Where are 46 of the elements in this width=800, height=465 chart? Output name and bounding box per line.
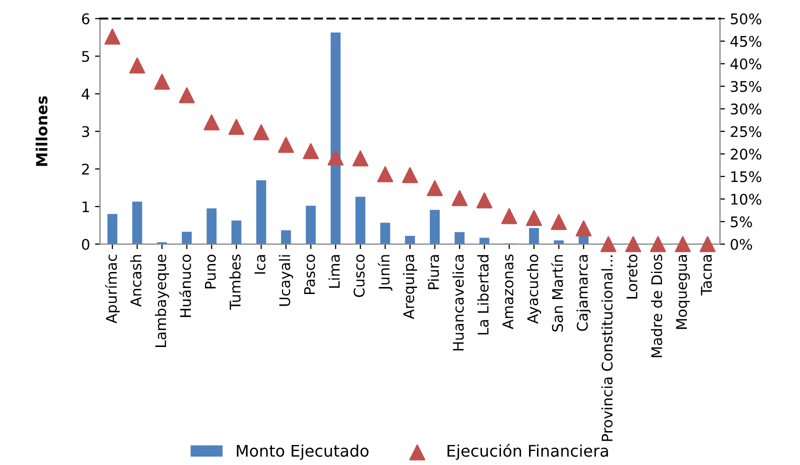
x-tick-label: Cusco (354, 254, 365, 297)
x-tick-label: Ucayali (278, 255, 294, 306)
y2-tick-label: 30% (730, 104, 762, 115)
x-tick-label: La Libertad (477, 255, 489, 334)
y-tick-label: 1 (82, 201, 89, 212)
x-tick-label: Ica (254, 255, 266, 274)
x-tick-label: Apurímac (105, 254, 120, 324)
x-tick-label: Lambayeque (154, 254, 170, 347)
y-tick-label: 4 (82, 88, 90, 100)
x-tick-label: Lima (328, 255, 340, 288)
y2-tick-label: 10% (731, 194, 762, 205)
x-tick-label: Moquegua (676, 255, 690, 329)
x-tick-label: Ayacucho (526, 254, 542, 324)
x-tick-label: Loreto (626, 254, 638, 298)
y2-tick-label: 50% (730, 13, 762, 24)
x-tick-label: Huancavelica (452, 255, 464, 350)
x-tick-label: Provincia Constitucional... (601, 255, 613, 441)
y-tick-label: 6 (82, 13, 90, 24)
x-tick-label: Junín (378, 255, 392, 291)
x-tick-label: Ancash (130, 255, 142, 307)
x-tick-label: Tacna (700, 255, 712, 296)
x-tick-label: San Martín (551, 255, 564, 332)
y-tick-label: 5 (82, 51, 90, 62)
x-tick-label: Amazonas (502, 254, 514, 330)
x-tick-label: Piura (428, 255, 440, 290)
y2-tick-label: 15% (731, 171, 762, 182)
legend-label: Ejecución Financiera (448, 444, 608, 460)
y-tick-label: 2 (82, 164, 89, 174)
x-tick-label: Pasco (304, 254, 316, 294)
x-tick-label: Madre de Dios (650, 254, 662, 358)
y2-tick-label: 5% (730, 216, 752, 228)
y2-tick-label: 20% (730, 148, 762, 160)
x-tick-label: Huánuco (179, 254, 192, 317)
y2-tick-label: 40% (730, 58, 762, 70)
x-tick-label: Tumbes (229, 254, 241, 310)
x-tick-label: Puno (204, 254, 216, 288)
legend-label: Monto Ejecutado (236, 444, 368, 460)
y-tick-label: 0 (82, 238, 90, 250)
y2-tick-label: 35% (730, 80, 762, 92)
y2-tick-label: 0% (730, 238, 752, 250)
x-tick-label: Arequipa (402, 255, 418, 320)
y2-tick-label: 25% (730, 126, 762, 138)
y-tick-label: 3 (82, 126, 90, 138)
y2-tick-label: 45% (730, 36, 762, 47)
y-axis-title: Millones (36, 96, 48, 166)
x-tick-label: Cajamarca (576, 255, 591, 331)
